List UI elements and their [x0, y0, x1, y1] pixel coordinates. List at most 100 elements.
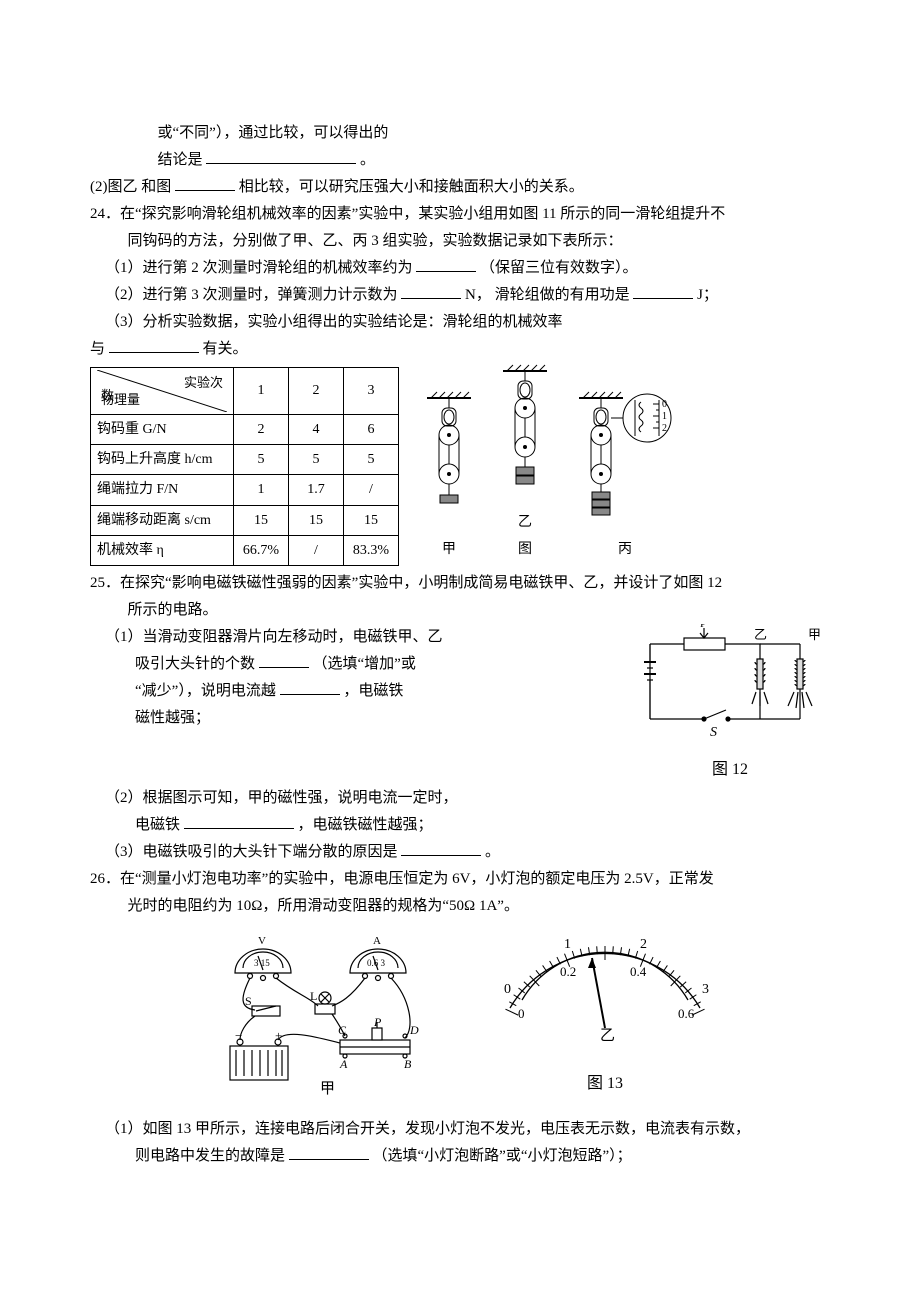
- q26-circuit-svg: V A 3 15 0.6 3 S L − + C D A B P 甲: [200, 928, 460, 1098]
- q25-p1-blank2[interactable]: [280, 679, 340, 695]
- q25-p1-l4: 磁性越强；: [90, 705, 610, 732]
- q24-p2-blank2[interactable]: [633, 283, 693, 299]
- table-row: 机械效率 η66.7%/83.3%: [91, 535, 399, 565]
- pulley-svg-yi: [499, 363, 551, 498]
- coil-left-label: 乙: [754, 627, 767, 642]
- q25-body: （1）当滑动变阻器滑片向左移动时，电磁铁甲、乙 吸引大头针的个数 （选填“增加”…: [90, 624, 830, 785]
- label-yi: 乙: [499, 510, 551, 535]
- svg-text:C: C: [338, 1023, 347, 1037]
- q24-p2-blank1[interactable]: [401, 283, 461, 299]
- q25-p1-e: ，电磁铁: [343, 683, 403, 699]
- svg-text:B: B: [404, 1057, 412, 1071]
- q25-p1-l1: （1）当滑动变阻器滑片向左移动时，电磁铁甲、乙: [90, 624, 610, 651]
- svg-text:P: P: [700, 624, 706, 630]
- q25-circuit-svg: P: [630, 624, 830, 744]
- label-bing: 丙: [575, 537, 675, 562]
- svg-text:0.2: 0.2: [560, 964, 576, 979]
- svg-text:D: D: [409, 1023, 419, 1037]
- q24-p3-line2: 与 有关。: [90, 336, 830, 363]
- q23-blank-conclusion[interactable]: [206, 148, 356, 164]
- svg-text:3 15: 3 15: [254, 958, 270, 968]
- q24-p2-a: （2）进行第 3 次测量时，弹簧测力计示数为: [105, 287, 398, 303]
- q23-part2: (2)图乙 和图 相比较，可以研究压强大小和接触面积大小的关系。: [90, 174, 830, 201]
- svg-text:0: 0: [504, 982, 511, 997]
- svg-text:甲: 甲: [320, 1081, 335, 1097]
- table-row: 绳端移动距离 s/cm151515: [91, 505, 399, 535]
- q24-table: 实验次 数 物理量 1 2 3 钩码重 G/N246钩码上升高度 h/cm555…: [90, 367, 399, 566]
- q26-p1-l1: （1）如图 13 甲所示，连接电路后闭合开关，发现小灯泡不发光，电压表无示数，电…: [90, 1116, 830, 1143]
- q25-p3-b: 。: [485, 844, 500, 860]
- q26-meter: 0 1 2 3 0 0.2 0.4 0.6 乙 图 13: [490, 928, 720, 1099]
- q25-stem-b: 所示的电路。: [90, 597, 830, 624]
- svg-text:−: −: [235, 1028, 242, 1043]
- q24-p3-b: 与: [90, 341, 105, 357]
- svg-text:3: 3: [702, 982, 709, 997]
- table-row: 钩码重 G/N246: [91, 415, 399, 445]
- q23-conclusion-label: 结论是: [158, 152, 203, 168]
- svg-text:1: 1: [564, 937, 571, 952]
- svg-text:+: +: [275, 1028, 282, 1043]
- diag-top: 实验次: [184, 371, 223, 394]
- q25-p2-b: 电磁铁: [135, 817, 180, 833]
- q23-line1: 或“不同”），通过比较，可以得出的: [90, 120, 830, 147]
- svg-text:0: 0: [662, 399, 667, 410]
- pulley-yi: 乙 图: [499, 363, 551, 562]
- diag-bot: 物理量: [101, 388, 140, 411]
- q23-line2: 结论是 。: [90, 147, 830, 174]
- svg-text:0: 0: [518, 1006, 525, 1021]
- svg-text:L: L: [310, 989, 317, 1003]
- q26-p1-blank[interactable]: [289, 1144, 369, 1160]
- q24-p1-blank[interactable]: [416, 256, 476, 272]
- q25-p1-b: 吸引大头针的个数: [135, 656, 255, 672]
- q26-stem-a: 26．在“测量小灯泡电功率”的实验中，电源电压恒定为 6V，小灯泡的额定电压为 …: [90, 866, 830, 893]
- svg-text:2: 2: [662, 423, 667, 434]
- q24-stem-a: 24．在“探究影响滑轮组机械效率的因素”实验中，某实验小组用如图 11 所示的同…: [90, 201, 830, 228]
- q24-p2-b: N， 滑轮组做的有用功是: [465, 287, 630, 303]
- q25-p1-d: “减少”），说明电流越: [135, 683, 276, 699]
- svg-text:S: S: [245, 994, 252, 1008]
- q25-p1-blank1[interactable]: [259, 652, 309, 668]
- q25-p2-blank[interactable]: [184, 813, 294, 829]
- q23-period: 。: [360, 152, 375, 168]
- q24-p2: （2）进行第 3 次测量时，弹簧测力计示数为 N， 滑轮组做的有用功是 J；: [90, 282, 830, 309]
- col-1: 1: [234, 368, 289, 415]
- q23-blank-fig[interactable]: [175, 175, 235, 191]
- q25-p3-blank[interactable]: [401, 840, 481, 856]
- q24-table-diag: 实验次 数 物理量: [97, 370, 227, 412]
- pulley-svg-bing: 0 1 2: [575, 390, 675, 525]
- svg-text:0.6 3: 0.6 3: [367, 958, 386, 968]
- label-jia: 甲: [423, 537, 475, 562]
- pulley-jia: 甲: [423, 390, 475, 562]
- q23-p2-b: 相比较，可以研究压强大小和接触面积大小的关系。: [239, 179, 584, 195]
- svg-text:V: V: [258, 935, 266, 947]
- svg-text:P: P: [373, 1015, 382, 1029]
- q24-p1-a: （1）进行第 2 次测量时滑轮组的机械效率约为: [105, 260, 413, 276]
- svg-text:A: A: [373, 935, 381, 947]
- q25-p2-l2: 电磁铁 ，电磁铁磁性越强；: [90, 812, 830, 839]
- q23-p2-a: (2)图乙 和图: [90, 179, 175, 195]
- q24-stem-b: 同钩码的方法，分别做了甲、乙、丙 3 组实验，实验数据记录如下表所示：: [90, 228, 830, 255]
- q25-p1-c: （选填“增加”或: [313, 656, 416, 672]
- table-row: 绳端拉力 F/N11.7/: [91, 475, 399, 505]
- q26-figures: V A 3 15 0.6 3 S L − + C D A B P 甲: [90, 928, 830, 1108]
- pulley-svg-jia: [423, 390, 475, 525]
- q24-row: 实验次 数 物理量 1 2 3 钩码重 G/N246钩码上升高度 h/cm555…: [90, 363, 830, 570]
- q25-p1-l3: “减少”），说明电流越 ，电磁铁: [90, 678, 610, 705]
- coil-right-label: 甲: [808, 627, 821, 642]
- q26-p1-b: 则电路中发生的故障是: [135, 1148, 285, 1164]
- q24-p3-blank[interactable]: [109, 337, 199, 353]
- q26-fig-label: 图 13: [490, 1070, 720, 1099]
- q25-stem-a: 25．在探究“影响电磁铁磁性强弱的因素”实验中，小明制成简易电磁铁甲、乙，并设计…: [90, 570, 830, 597]
- q25-fig-label: 图 12: [630, 756, 830, 785]
- q24-p3-c: 有关。: [203, 341, 248, 357]
- q26-stem-b: 光时的电阻约为 10Ω，所用滑动变阻器的规格为“50Ω 1A”。: [90, 893, 830, 920]
- svg-text:0.4: 0.4: [630, 964, 647, 979]
- q25-p3-a: （3）电磁铁吸引的大头针下端分散的原因是: [105, 844, 398, 860]
- q26-p1-l2: 则电路中发生的故障是 （选填“小灯泡断路”或“小灯泡短路”）；: [90, 1143, 830, 1170]
- q24-p3-line1: （3）分析实验数据，实验小组得出的实验结论是：滑轮组的机械效率: [90, 309, 830, 336]
- switch-s: S: [710, 725, 717, 740]
- svg-text:乙: 乙: [600, 1028, 615, 1044]
- col-2: 2: [289, 368, 344, 415]
- q24-pulleys: 甲: [423, 363, 675, 562]
- q25-p3: （3）电磁铁吸引的大头针下端分散的原因是 。: [90, 839, 830, 866]
